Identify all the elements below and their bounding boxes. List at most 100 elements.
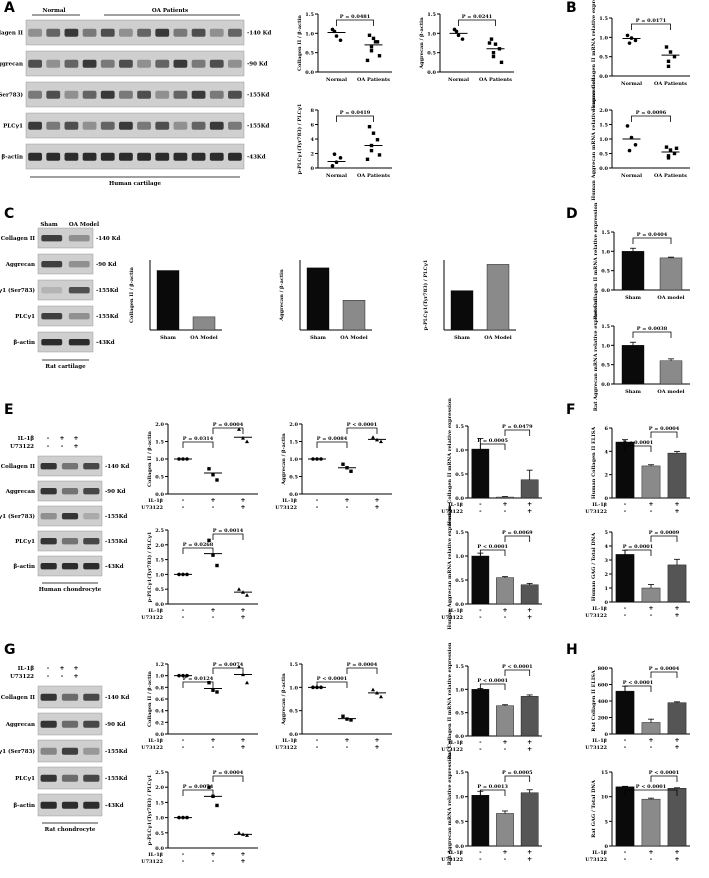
data-point bbox=[369, 49, 374, 53]
y-tick-label: 1.5 bbox=[599, 123, 608, 129]
treatment-label: U73122 bbox=[141, 745, 163, 751]
blot-size-label: -43Kd bbox=[105, 564, 124, 570]
p-value-label: P = 0.0038 bbox=[637, 326, 668, 332]
p-value-label: P = 0.0009 bbox=[649, 530, 680, 536]
bar bbox=[471, 448, 490, 499]
y-tick-label: 1.5 bbox=[455, 530, 464, 536]
p-value-label: P = 0.0096 bbox=[636, 110, 667, 116]
blot-row-label: PLCγ1 bbox=[15, 539, 35, 545]
data-point bbox=[373, 40, 378, 44]
data-point bbox=[215, 563, 219, 568]
data-point bbox=[666, 154, 671, 158]
data-point bbox=[666, 59, 671, 64]
data-point bbox=[211, 553, 215, 557]
significance-bracket bbox=[504, 775, 531, 782]
blot-band bbox=[137, 28, 151, 37]
y-tick-label: 5 bbox=[605, 819, 609, 825]
treatment-sign: - bbox=[182, 851, 185, 858]
treatment-sign: - bbox=[504, 614, 507, 621]
blot-size-label: -155Kd bbox=[105, 749, 128, 755]
data-point bbox=[207, 467, 211, 471]
blot-size-label: -90 Kd bbox=[105, 722, 126, 728]
blot-band bbox=[155, 152, 170, 161]
blot-band bbox=[61, 513, 79, 520]
y-tick-label: 0.0 bbox=[601, 288, 610, 294]
bar bbox=[659, 257, 683, 291]
data-point bbox=[211, 473, 215, 477]
treatment-sign: + bbox=[73, 665, 78, 672]
y-tick-label: 0.0 bbox=[455, 602, 464, 608]
significance-bracket bbox=[346, 427, 378, 434]
treatment-sign: - bbox=[479, 739, 482, 746]
blot-band bbox=[82, 59, 97, 68]
data-point bbox=[371, 687, 375, 692]
data-point bbox=[379, 439, 383, 444]
blot-band bbox=[83, 693, 100, 701]
category-label: Normal bbox=[326, 77, 347, 83]
treatment-sign: - bbox=[316, 504, 319, 511]
p-value-label: P = 0.0241 bbox=[462, 14, 493, 20]
y-tick-label: 0.8 bbox=[155, 685, 164, 691]
blot-band bbox=[40, 801, 57, 809]
blot-band bbox=[191, 121, 206, 130]
data-point bbox=[666, 64, 671, 69]
y-axis-label: Collagen II / β-actin bbox=[129, 267, 135, 323]
blot-size-label: -155Kd bbox=[96, 314, 119, 320]
blot-band bbox=[209, 59, 224, 68]
p-value-label: P < 0.0001 bbox=[477, 678, 508, 684]
y-tick-label: 1.0 bbox=[455, 795, 464, 801]
y-tick-label: 0.0 bbox=[455, 844, 464, 850]
treatment-sign: - bbox=[182, 497, 185, 504]
y-tick-label: 4 bbox=[311, 137, 315, 143]
blot-band bbox=[83, 774, 100, 782]
category-label: Sham bbox=[310, 335, 326, 341]
significance-bracket bbox=[650, 431, 678, 438]
treatment-label: IL-1β bbox=[592, 502, 607, 508]
y-tick-label: 0.0 bbox=[455, 734, 464, 740]
data-point bbox=[245, 439, 249, 444]
blot-band bbox=[61, 488, 79, 495]
data-point bbox=[334, 34, 339, 38]
blot-row-label: β-actin bbox=[14, 564, 35, 570]
treatment-label: U73122 bbox=[585, 509, 607, 515]
blot-band bbox=[228, 90, 242, 99]
significance-bracket bbox=[182, 441, 214, 448]
treatment-sign: + bbox=[527, 614, 532, 621]
blot-size-label: -90 Kd bbox=[96, 262, 117, 268]
treatment-sign: + bbox=[240, 744, 245, 751]
treatment-label: IL-1β bbox=[148, 608, 163, 614]
y-tick-label: 0.5 bbox=[155, 831, 164, 837]
blot-band bbox=[68, 261, 90, 268]
p-value-label: P < 0.0001 bbox=[317, 676, 348, 682]
treatment-label: U73122 bbox=[441, 509, 463, 515]
y-axis-label: p-PLCγ1(Tyr783) / PLCγ1 bbox=[422, 260, 429, 331]
y-axis-label: Aggrecan / β-actin bbox=[281, 673, 287, 726]
treatment-sign: - bbox=[182, 858, 185, 865]
blot-size-label: -155Kd bbox=[247, 124, 270, 130]
blot-caption: Rat chondrocyte bbox=[45, 827, 96, 833]
data-point bbox=[245, 680, 249, 685]
blot-band bbox=[155, 90, 170, 99]
y-tick-label: 0.5 bbox=[155, 475, 164, 481]
y-tick-label: 6 bbox=[311, 123, 315, 129]
treatment-label: IL-1β bbox=[18, 666, 35, 672]
y-tick-label: 0.0 bbox=[155, 732, 164, 738]
treatment-sign: + bbox=[674, 612, 679, 619]
blot-band bbox=[228, 59, 242, 68]
y-tick-label: 1.0 bbox=[599, 35, 608, 41]
blot-band bbox=[83, 488, 100, 495]
category-label: Sham bbox=[454, 335, 470, 341]
significance-bracket bbox=[624, 685, 652, 692]
blot-row-label: PLCγ1 bbox=[15, 776, 35, 782]
data-point bbox=[672, 54, 677, 59]
y-tick-label: 1.0 bbox=[289, 685, 298, 691]
y-tick-label: 1.0 bbox=[601, 343, 610, 349]
blot-band bbox=[68, 235, 90, 242]
data-point bbox=[627, 41, 632, 45]
treatment-sign: + bbox=[527, 746, 532, 753]
panel-letter-d: D bbox=[566, 206, 578, 222]
bar bbox=[496, 813, 514, 847]
blot-band bbox=[40, 488, 57, 495]
data-point bbox=[371, 36, 376, 41]
y-tick-label: 0.0 bbox=[305, 70, 314, 76]
